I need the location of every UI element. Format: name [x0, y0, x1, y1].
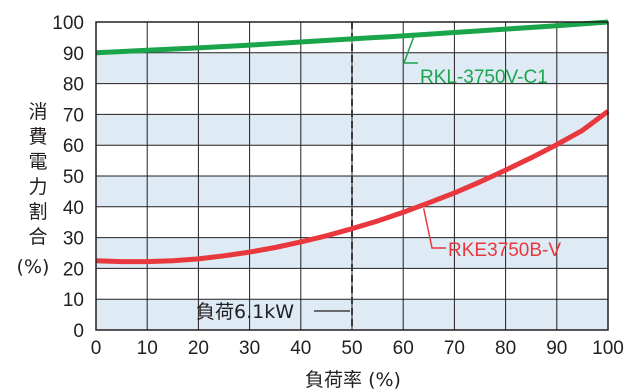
y-tick-label: 50: [63, 167, 84, 188]
leader-rkl: [402, 37, 418, 64]
x-tick-label: 100: [592, 338, 624, 359]
x-tick-label: 20: [188, 338, 209, 359]
y-axis-title-char: 消: [28, 101, 47, 123]
y-tick-label: 70: [63, 105, 84, 126]
y-tick-label: 0: [73, 321, 84, 342]
load-annotation: 負荷6.1kW: [196, 301, 294, 323]
y-axis-title-char: 費: [28, 126, 47, 148]
x-tick-label: 70: [444, 338, 465, 359]
x-tick-label: 0: [91, 338, 102, 359]
y-tick-label: 100: [52, 13, 84, 34]
y-tick-label: 60: [63, 136, 84, 157]
x-axis-ticks: 0 10 20 30 40 50 60 70 80 90 100: [91, 338, 624, 359]
series-label-rke: RKE3750B-V: [448, 240, 561, 261]
y-axis-title-char: 割: [28, 201, 47, 223]
chart-series: [95, 19, 610, 265]
y-tick-label: 20: [63, 259, 84, 280]
leader-rke: [422, 208, 446, 249]
x-tick-label: 30: [239, 338, 260, 359]
y-axis-ticks: 0 10 20 30 40 50 60 70 80 90 100: [52, 13, 84, 342]
x-tick-label: 60: [393, 338, 414, 359]
plot-frame: [95, 21, 609, 331]
x-tick-label: 80: [495, 338, 516, 359]
x-tick-label: 90: [546, 338, 567, 359]
x-axis-title: 負荷率 (%): [305, 369, 401, 391]
y-tick-label: 10: [63, 290, 84, 311]
x-tick-label: 50: [341, 338, 362, 359]
y-axis-title-char: 合: [28, 226, 47, 248]
series-line-0: [95, 19, 609, 56]
y-axis-unit: (%): [17, 256, 50, 278]
x-tick-label: 10: [137, 338, 158, 359]
y-tick-label: 80: [63, 75, 84, 96]
label-leader-lines: [314, 37, 446, 312]
y-tick-label: 90: [63, 44, 84, 65]
series-line-1: [95, 109, 610, 265]
series-label-rkl: RKL-3750V-C1: [420, 67, 548, 88]
x-tick-label: 40: [290, 338, 311, 359]
y-tick-label: 40: [63, 198, 84, 219]
y-tick-label: 30: [63, 229, 84, 250]
y-axis-title-char: 力: [28, 176, 47, 198]
y-axis-title-char: 電: [28, 151, 47, 173]
